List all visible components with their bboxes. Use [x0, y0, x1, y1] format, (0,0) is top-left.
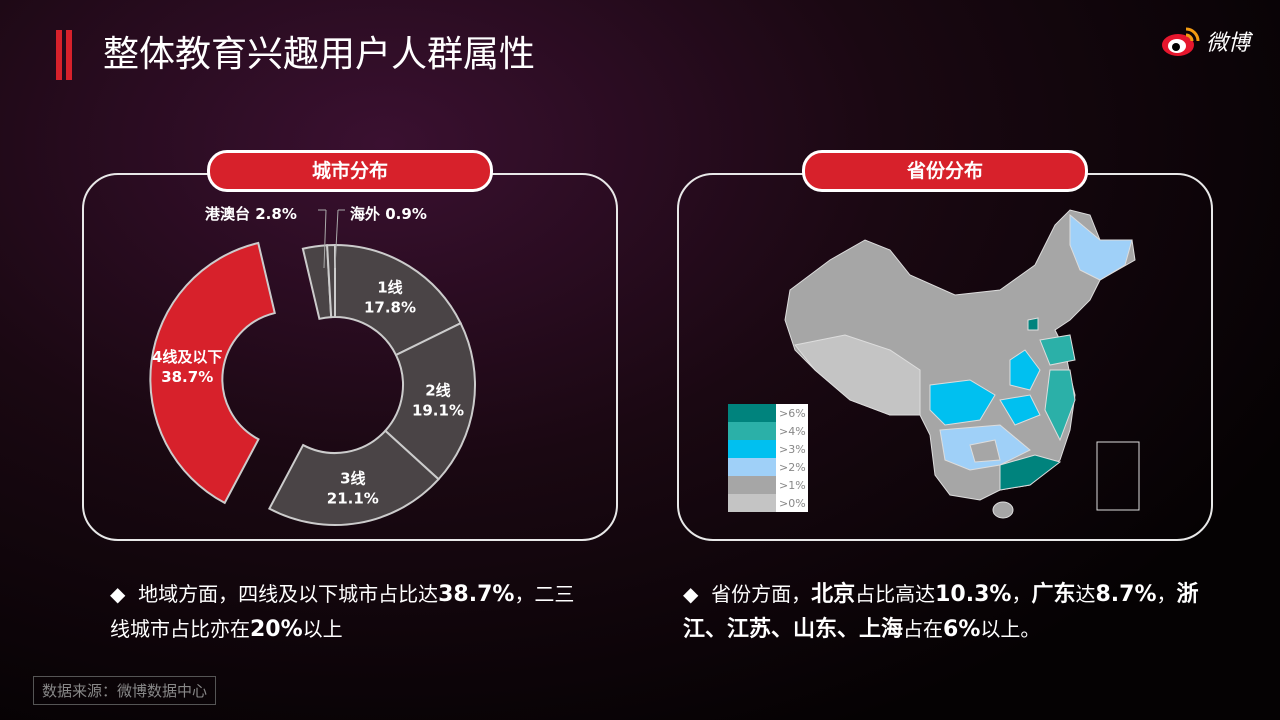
legend-item: >4%: [728, 422, 808, 440]
region-henan: [1009, 349, 1041, 391]
slice-label: 1线 17.8%: [364, 279, 416, 317]
region-heilongjiang: [1069, 213, 1133, 281]
city-panel-label: 城市分布: [207, 150, 493, 192]
slice-label: 4线及以下 38.7%: [152, 348, 222, 386]
logo-text: 微博: [1206, 31, 1251, 56]
legend-swatch: [728, 404, 776, 422]
legend-label: >0%: [779, 496, 806, 510]
south-sea-inset: [1096, 441, 1140, 511]
region-sichuan: [929, 379, 996, 426]
legend-swatch: [728, 440, 776, 458]
title-accent-bar: [66, 30, 72, 80]
legend-item: >2%: [728, 458, 808, 476]
legend-item: >6%: [728, 404, 808, 422]
legend-swatch: [728, 458, 776, 476]
legend-item: >1%: [728, 476, 808, 494]
data-source: 数据来源：微博数据中心: [33, 676, 217, 705]
region-hainan: [992, 501, 1014, 519]
legend-label: >4%: [779, 424, 806, 438]
region-beijing: [1027, 317, 1039, 331]
title-accent-bar: [56, 30, 62, 80]
region-guizhou: [969, 439, 1001, 463]
donut-slice: [267, 429, 440, 526]
page-title: 整体教育兴趣用户人群属性: [103, 34, 536, 75]
legend-label: >3%: [779, 442, 806, 456]
weibo-eye-icon: [1162, 27, 1200, 56]
donut-slice: [383, 321, 476, 481]
region-shandong: [1039, 334, 1076, 366]
province-map: [784, 209, 1140, 519]
legend-swatch: [728, 476, 776, 494]
city-donut-chart: 港澳台 2.8% 海外 0.9% 1线 17.8% 2线 19.1% 3线 21.1% 4线…: [149, 205, 476, 526]
slice-label: 2线 19.1%: [412, 382, 464, 420]
legend-label: >1%: [779, 478, 806, 492]
leader-line: [323, 209, 327, 269]
province-note: ◆ 省份方面，北京占比高达10.3%，广东达8.7%，浙江、江苏、山东、上海占在…: [683, 582, 1199, 642]
legend-item: >0%: [728, 494, 808, 512]
region-jiangsu-zhejiang: [1044, 369, 1076, 442]
map-legend: >6% >4% >3% >2% >1% >0%: [728, 404, 808, 512]
weibo-logo: 微博: [1160, 25, 1250, 57]
donut-slice: [149, 241, 276, 505]
label-overseas: 海外 0.9%: [350, 205, 427, 223]
region-hubei: [999, 394, 1041, 426]
legend-swatch: [728, 422, 776, 440]
slice-label: 3线 21.1%: [327, 469, 379, 507]
label-hmt: 港澳台 2.8%: [205, 205, 297, 223]
legend-label: >6%: [779, 406, 806, 420]
legend-item: >3%: [728, 440, 808, 458]
region-guangdong: [999, 454, 1062, 491]
leader-line: [334, 209, 339, 269]
city-note: ◆ 地域方面，四线及以下城市占比达38.7%，二三线城市占比亦在20%以上: [110, 582, 575, 642]
region-tibet: [794, 334, 921, 416]
province-panel-label: 省份分布: [802, 150, 1088, 192]
legend-label: >2%: [779, 460, 806, 474]
donut-slice: [326, 243, 336, 319]
legend-swatch: [728, 494, 776, 512]
